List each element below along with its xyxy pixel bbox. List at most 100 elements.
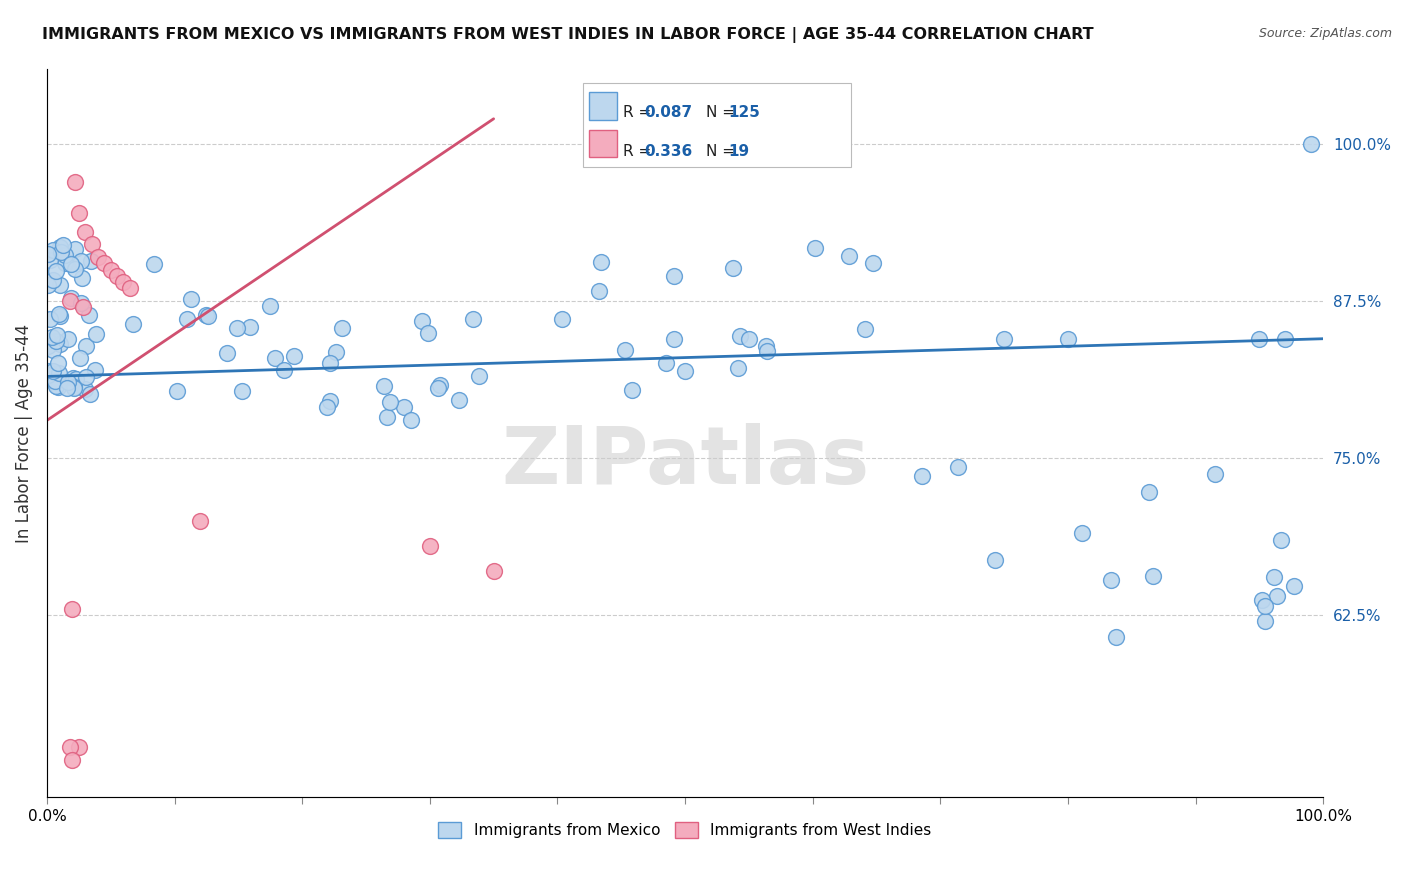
Point bbox=[70, 253, 93, 268]
Point bbox=[1284, 579, 1306, 593]
Text: 19: 19 bbox=[728, 144, 749, 159]
Point bbox=[80, 237, 103, 252]
Legend: Immigrants from Mexico, Immigrants from West Indies: Immigrants from Mexico, Immigrants from … bbox=[432, 816, 938, 845]
Point bbox=[42, 244, 65, 258]
Point bbox=[1249, 332, 1271, 346]
Point bbox=[325, 344, 347, 359]
Point bbox=[56, 375, 79, 389]
Text: 125: 125 bbox=[728, 105, 761, 120]
Point bbox=[1274, 332, 1296, 346]
Point bbox=[75, 225, 97, 239]
Text: 0.087: 0.087 bbox=[644, 105, 692, 120]
Point bbox=[738, 332, 761, 346]
Text: 0.336: 0.336 bbox=[644, 144, 693, 159]
Point bbox=[1105, 631, 1128, 645]
Point bbox=[853, 321, 876, 335]
Point bbox=[79, 387, 101, 401]
Point bbox=[62, 371, 84, 385]
Point bbox=[194, 308, 217, 322]
Point bbox=[63, 262, 86, 277]
Point bbox=[197, 309, 219, 323]
Point bbox=[44, 374, 66, 388]
Point bbox=[318, 393, 340, 408]
Point bbox=[273, 363, 295, 377]
Point bbox=[73, 382, 96, 396]
Point bbox=[429, 377, 451, 392]
Point bbox=[373, 379, 395, 393]
Point bbox=[946, 459, 969, 474]
Point bbox=[41, 329, 63, 343]
Point bbox=[283, 349, 305, 363]
Point bbox=[45, 379, 67, 393]
Point bbox=[419, 539, 441, 553]
Point bbox=[112, 275, 135, 289]
Point bbox=[48, 366, 70, 380]
Point bbox=[416, 326, 439, 340]
Point bbox=[45, 334, 67, 349]
Point bbox=[239, 320, 262, 334]
Point bbox=[45, 264, 67, 278]
Text: IMMIGRANTS FROM MEXICO VS IMMIGRANTS FROM WEST INDIES IN LABOR FORCE | AGE 35-44: IMMIGRANTS FROM MEXICO VS IMMIGRANTS FRO… bbox=[42, 27, 1094, 43]
Point bbox=[67, 206, 90, 220]
Point bbox=[37, 334, 59, 348]
Point bbox=[56, 381, 79, 395]
Point bbox=[1263, 569, 1285, 583]
Point bbox=[588, 285, 610, 299]
Point bbox=[378, 395, 401, 409]
Point bbox=[467, 368, 489, 383]
FancyBboxPatch shape bbox=[583, 83, 851, 167]
Point bbox=[37, 368, 59, 382]
Point bbox=[143, 257, 166, 271]
Point bbox=[37, 339, 59, 353]
Text: ZIPatlas: ZIPatlas bbox=[501, 423, 869, 501]
Point bbox=[984, 553, 1007, 567]
Point bbox=[838, 249, 860, 263]
Point bbox=[427, 381, 450, 395]
Point bbox=[411, 314, 433, 328]
Point bbox=[87, 250, 110, 264]
Point bbox=[330, 321, 353, 335]
Point bbox=[217, 345, 239, 359]
Bar bbox=[589, 92, 617, 120]
Text: Source: ZipAtlas.com: Source: ZipAtlas.com bbox=[1258, 27, 1392, 40]
Point bbox=[1253, 614, 1275, 628]
Point bbox=[392, 400, 415, 414]
Point bbox=[315, 400, 337, 414]
Point bbox=[461, 312, 484, 326]
Point bbox=[804, 241, 827, 255]
Point bbox=[62, 753, 84, 767]
Point bbox=[48, 380, 70, 394]
Point bbox=[723, 260, 745, 275]
Point bbox=[37, 277, 59, 292]
Point bbox=[65, 372, 87, 386]
Point bbox=[75, 370, 97, 384]
Point bbox=[39, 311, 62, 326]
Point bbox=[69, 351, 91, 366]
Point bbox=[75, 339, 97, 353]
Point bbox=[70, 271, 93, 285]
Point bbox=[53, 256, 76, 270]
Text: N =: N = bbox=[706, 144, 740, 159]
Point bbox=[375, 409, 398, 424]
Point bbox=[1071, 525, 1094, 540]
Point bbox=[48, 307, 70, 321]
Point bbox=[53, 248, 76, 262]
Point bbox=[318, 355, 340, 369]
Point bbox=[62, 602, 84, 616]
Point bbox=[67, 740, 90, 755]
Point bbox=[46, 356, 69, 370]
Point bbox=[45, 328, 67, 343]
Point bbox=[63, 380, 86, 394]
Point bbox=[59, 293, 82, 308]
Point bbox=[49, 310, 72, 324]
Text: R =: R = bbox=[623, 105, 655, 120]
Point bbox=[180, 292, 202, 306]
Point bbox=[1270, 533, 1292, 548]
Point bbox=[105, 268, 128, 283]
Bar bbox=[589, 129, 617, 158]
Point bbox=[664, 332, 686, 346]
Point bbox=[551, 312, 574, 326]
Point bbox=[56, 332, 79, 346]
Point bbox=[1099, 573, 1122, 587]
Point bbox=[449, 393, 471, 408]
